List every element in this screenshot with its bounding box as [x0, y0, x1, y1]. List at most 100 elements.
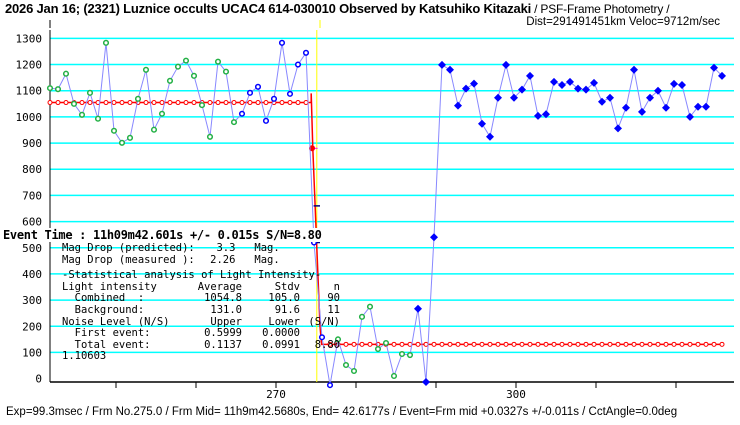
model-point [471, 341, 477, 347]
data-point [470, 79, 478, 88]
data-point [590, 78, 598, 87]
data-point [574, 84, 582, 93]
y-tick-label: 200 [22, 320, 42, 333]
data-point [334, 336, 342, 343]
stats-row-noise_hdr: Noise Level (N/S) Upper Lower (S/N) [62, 315, 340, 329]
data-point [46, 85, 54, 92]
data-point [486, 132, 494, 141]
model-point [127, 100, 133, 106]
model-point [295, 100, 301, 106]
data-point [286, 90, 294, 97]
model-point [503, 341, 509, 347]
stats-cell: 131.0 [210, 303, 242, 316]
stats-cell: Noise Level (N/S) [62, 315, 170, 328]
data-point [542, 110, 550, 119]
stats-cell: 90 [327, 292, 340, 305]
stats-row-background: Background: 131.0 91.6 11 [62, 303, 340, 317]
model-point [527, 341, 533, 347]
model-point [175, 100, 181, 106]
model-point [639, 341, 645, 347]
data-point [534, 111, 542, 120]
model-point [679, 341, 685, 347]
model-point [559, 341, 565, 347]
y-tick-label: 500 [22, 242, 42, 255]
model-point [399, 341, 405, 347]
data-point [102, 39, 110, 46]
stats-row-hdr: Light intensity Average Stdv n [62, 280, 340, 294]
model-point [391, 341, 397, 347]
y-tick-label: 400 [22, 268, 42, 281]
model-point [551, 341, 557, 347]
model-point [167, 100, 173, 106]
data-point [62, 70, 70, 77]
model-point [447, 341, 453, 347]
data-point [174, 63, 182, 70]
mag-drop-predicted: Mag Drop (predicted): 3.3 Mag. [62, 242, 280, 254]
y-tick-label: 0 [35, 373, 42, 386]
data-point [414, 304, 422, 313]
model-point [255, 100, 261, 106]
data-point [198, 102, 206, 109]
stats-cell: Background: [62, 303, 145, 316]
distance-velocity: Dist=291491451km Veloc=9712m/sec [526, 16, 720, 28]
model-point [247, 100, 253, 106]
data-point [214, 58, 222, 65]
model-point [487, 341, 493, 347]
data-point [126, 134, 134, 141]
model-point [287, 100, 293, 106]
y-tick-label: 1300 [16, 32, 43, 45]
stats-panel: Mag Drop (predicted): 3.3 Mag. Mag Drop (… [62, 242, 340, 363]
model-point [87, 100, 93, 106]
stats-cell: (S/N) [308, 315, 340, 328]
data-point [454, 101, 462, 110]
model-point [671, 341, 677, 347]
data-point [670, 79, 678, 88]
data-point [366, 303, 374, 310]
mag-drop-measured: Mag Drop (measured ): 2.26 Mag. [62, 253, 280, 266]
y-tick-label: 800 [22, 163, 42, 176]
event-time: Event Time : 11h09m42.601s +/- 0.015s S/… [3, 228, 322, 242]
x-tick-label: 270 [266, 388, 286, 401]
model-point [207, 100, 213, 106]
model-point [367, 341, 373, 347]
model-point [463, 341, 469, 347]
stats-cell: First event: [62, 327, 151, 340]
data-point [70, 100, 78, 107]
y-tick-label: 100 [22, 346, 42, 359]
data-point [382, 339, 390, 347]
model-point [191, 100, 197, 106]
model-point [343, 341, 349, 347]
data-point [222, 68, 230, 75]
stats-cell: 105.0 [268, 292, 300, 305]
model-point [599, 341, 605, 347]
data-point [406, 351, 414, 359]
footer-info: Exp=99.3msec / Frm No.275.0 / Frm Mid= 1… [6, 406, 678, 418]
model-point [151, 100, 157, 106]
model-point [583, 341, 589, 347]
model-point [239, 100, 245, 106]
model-point [279, 100, 285, 106]
y-tick-label: 300 [22, 294, 42, 307]
data-point [502, 60, 510, 69]
y-tick-label: 700 [22, 189, 42, 202]
data-point [518, 85, 526, 94]
data-point [686, 112, 694, 121]
data-point [238, 110, 246, 117]
model-point [359, 341, 365, 347]
model-point [431, 341, 437, 347]
data-point [94, 115, 102, 122]
y-tick-label: 1200 [16, 59, 43, 72]
stats-cell: 0.0991 [262, 338, 300, 351]
data-point [430, 233, 438, 242]
stats-cell: Stdv [274, 280, 300, 293]
data-point [142, 66, 150, 73]
x-tick-label: 300 [506, 388, 526, 401]
model-point [55, 100, 61, 106]
model-point [263, 100, 269, 106]
y-tick-label: 1100 [16, 85, 43, 98]
model-point [615, 341, 621, 347]
data-point [326, 382, 334, 389]
data-point [302, 49, 310, 56]
model-point [351, 341, 357, 347]
y-tick-label: 1000 [16, 111, 43, 124]
